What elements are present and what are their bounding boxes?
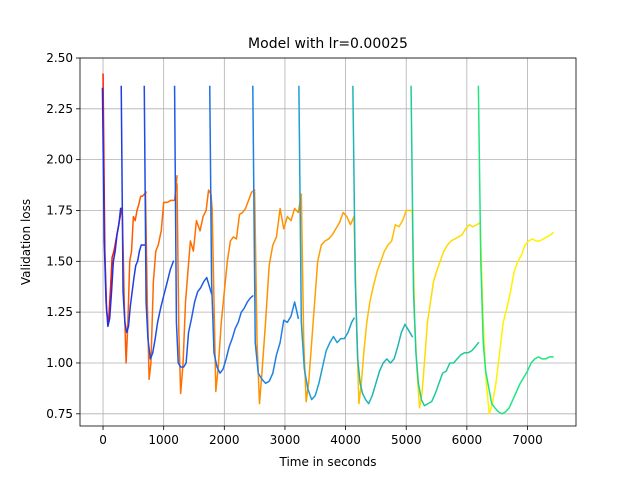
x-tick-label: 1000: [148, 433, 179, 447]
y-tick-label: 1.25: [46, 305, 73, 319]
series-line-12: [252, 85, 300, 385]
series-line-6: [143, 85, 175, 360]
y-tick-label: 1.50: [46, 254, 73, 268]
series-layer: [101, 73, 555, 415]
y-tick-label: 1.00: [46, 356, 73, 370]
y-tick-label: 0.75: [46, 407, 73, 421]
series-line-15: [353, 209, 414, 405]
x-tick-label: 4000: [330, 433, 361, 447]
series-line-14: [298, 85, 356, 401]
plot-frame: [79, 57, 577, 427]
y-axis: 0.75 1.00 1.25 1.50 1.75 2.00 2.25 2.50: [46, 51, 80, 421]
y-tick-label: 2.00: [46, 153, 73, 167]
series-line-16: [352, 85, 414, 405]
grid-lines: [80, 57, 576, 426]
y-axis-title: Validation loss: [19, 199, 33, 285]
x-tick-label: 7000: [512, 433, 543, 447]
x-tick-label: 2000: [209, 433, 240, 447]
series-line-10: [209, 85, 254, 374]
x-tick-label: 3000: [270, 433, 301, 447]
series-line-9: [211, 189, 256, 393]
y-tick-label: 2.25: [46, 102, 73, 116]
x-tick-label: 0: [99, 433, 107, 447]
x-axis-title: Time in seconds: [279, 455, 377, 469]
series-line-4: [120, 85, 146, 334]
series-line-17: [411, 209, 482, 409]
x-tick-label: 5000: [391, 433, 422, 447]
series-line-5: [144, 175, 178, 380]
series-line-8: [173, 85, 213, 368]
series-line-20: [477, 85, 554, 415]
series-line-11: [253, 191, 303, 405]
chart-title: Model with lr=0.00025: [248, 36, 408, 52]
series-line-2: [101, 87, 122, 328]
y-tick-label: 2.50: [46, 51, 73, 65]
y-tick-label: 1.75: [46, 203, 73, 217]
x-axis: 0 1000 2000 3000 4000 5000 6000 7000: [99, 426, 543, 447]
series-line-18: [410, 85, 480, 407]
plot-area: [80, 58, 576, 426]
series-line-3: [121, 191, 148, 364]
series-line-19: [479, 221, 555, 415]
x-tick-label: 6000: [452, 433, 483, 447]
series-line-7: [176, 183, 213, 395]
